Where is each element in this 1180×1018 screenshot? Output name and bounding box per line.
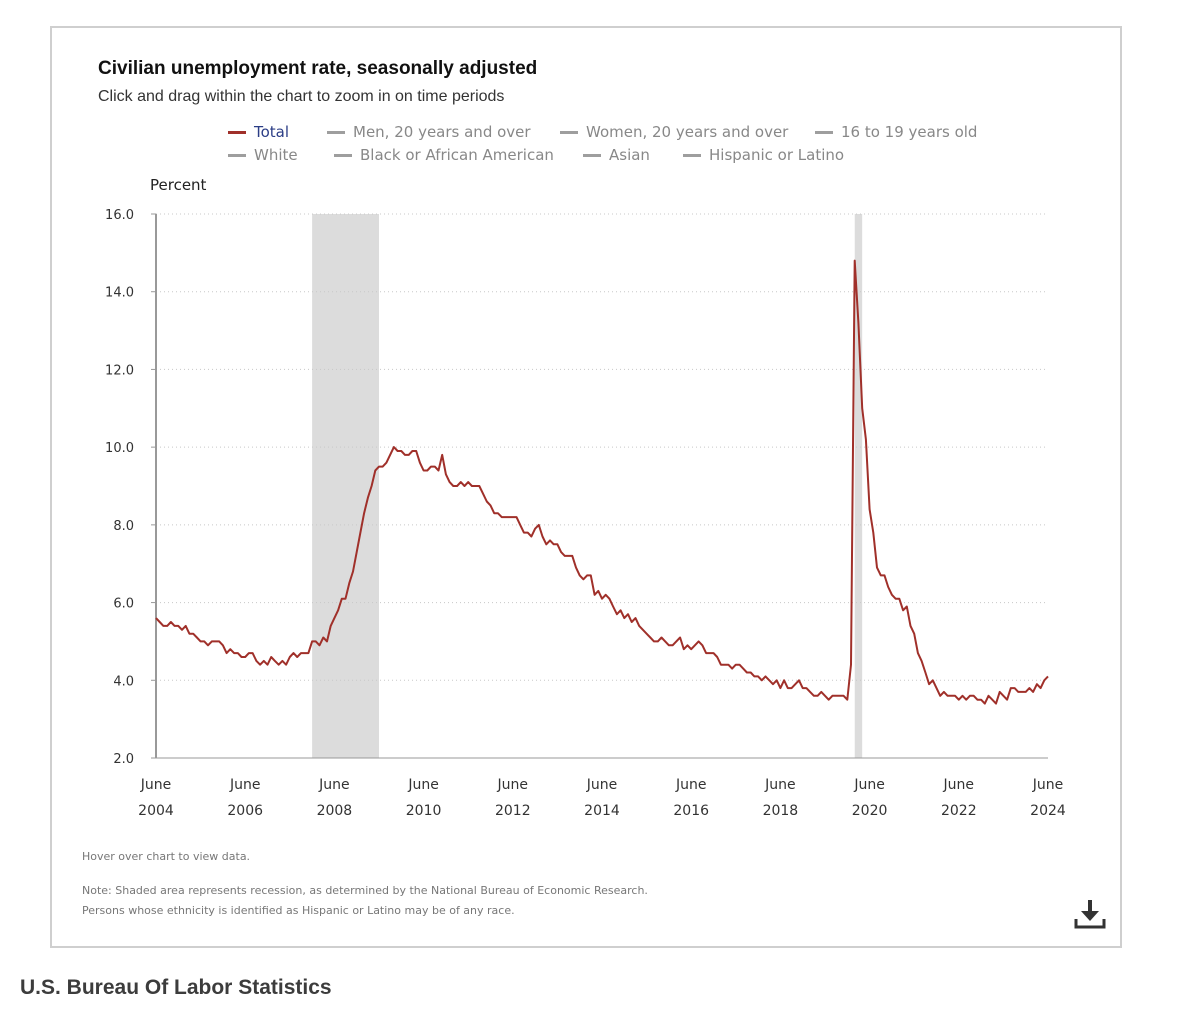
legend-label: Men, 20 years and over [353, 123, 531, 141]
y-tick-label: 6.0 [113, 597, 134, 612]
chart-subtitle: Click and drag within the chart to zoom … [98, 88, 505, 105]
y-axis-label: Percent [150, 176, 207, 194]
x-tick-year-label: 2006 [227, 803, 263, 819]
legend-item-men-20-years-and-over[interactable]: Men, 20 years and over [327, 123, 531, 141]
x-tick-month-label: June [318, 777, 350, 793]
x-tick-year-label: 2010 [406, 803, 442, 819]
x-tick-month-label: June [407, 777, 439, 793]
legend-swatch [815, 130, 833, 134]
x-tick-year-label: 2016 [673, 803, 709, 819]
x-tick-month-label: June [497, 777, 529, 793]
x-tick-month-label: June [764, 777, 796, 793]
legend-label: 16 to 19 years old [841, 123, 978, 141]
y-tick-label: 12.0 [105, 363, 134, 378]
legend-item-total[interactable]: Total [228, 123, 289, 141]
series-line-total [155, 259, 1049, 705]
legend-label: Women, 20 years and over [586, 123, 789, 141]
legend-label: White [254, 146, 298, 164]
legend-item-white[interactable]: White [228, 146, 298, 164]
y-tick-label: 2.0 [113, 752, 134, 767]
hover-note: Hover over chart to view data. [82, 850, 251, 863]
y-tick-label: 16.0 [105, 208, 134, 223]
y-tick-label: 14.0 [105, 286, 134, 301]
x-tick-year-label: 2018 [763, 803, 799, 819]
chart-frame: Civilian unemployment rate, seasonally a… [50, 26, 1122, 948]
x-tick-year-label: 2004 [138, 803, 174, 819]
x-tick-year-label: 2008 [317, 803, 353, 819]
x-tick-year-label: 2020 [852, 803, 888, 819]
recession-band [312, 214, 379, 758]
legend-item-asian[interactable]: Asian [583, 146, 650, 164]
legend-label: Hispanic or Latino [709, 146, 845, 164]
source-label: U.S. Bureau Of Labor Statistics [20, 976, 332, 999]
recession-band [854, 214, 863, 758]
note-recession: Note: Shaded area represents recession, … [82, 884, 648, 897]
legend-swatch [228, 130, 246, 134]
x-tick-year-label: 2014 [584, 803, 620, 819]
download-button[interactable] [1070, 894, 1110, 934]
legend-item-16-to-19-years-old[interactable]: 16 to 19 years old [815, 123, 977, 141]
y-tick-label: 4.0 [113, 674, 134, 689]
x-tick-month-label: June [586, 777, 618, 793]
legend-swatch [560, 130, 578, 134]
x-tick-year-label: 2022 [941, 803, 977, 819]
note-hispanic: Persons whose ethnicity is identified as… [82, 904, 515, 917]
x-tick-month-label: June [1032, 777, 1064, 793]
legend-swatch [334, 153, 352, 157]
chart-plot-area[interactable]: 2.0 4.0 6.0 8.0 10.0 12.0 14.0 16.0 June 2004 June… [52, 28, 1124, 950]
chart-title: Civilian unemployment rate, seasonally a… [98, 58, 538, 79]
legend-item-women-20-years-and-over[interactable]: Women, 20 years and over [560, 123, 788, 141]
x-tick-month-label: June [943, 777, 975, 793]
x-tick-month-label: June [140, 777, 172, 793]
download-icon [1074, 900, 1106, 929]
legend-swatch [228, 153, 246, 157]
legend-label: Total [254, 123, 290, 141]
legend-item-hispanic-or-latino[interactable]: Hispanic or Latino [683, 146, 844, 164]
legend-label: Black or African American [360, 146, 554, 164]
x-tick-month-label: June [853, 777, 885, 793]
legend-swatch [683, 153, 701, 157]
legend-label: Asian [609, 146, 650, 164]
x-tick-month-label: June [229, 777, 261, 793]
y-tick-label: 8.0 [113, 519, 134, 534]
x-tick-year-label: 2024 [1030, 803, 1066, 819]
legend-swatch [327, 130, 345, 134]
x-tick-month-label: June [675, 777, 707, 793]
legend-swatch [583, 153, 601, 157]
y-tick-label: 10.0 [105, 441, 134, 456]
x-tick-year-label: 2012 [495, 803, 531, 819]
legend-item-black-or-african-american[interactable]: Black or African American [334, 146, 554, 164]
